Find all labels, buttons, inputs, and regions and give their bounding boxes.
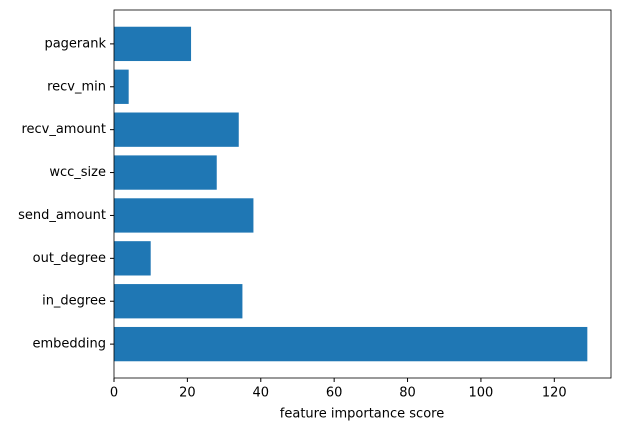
x-tick-label: 80 [399,386,416,401]
y-tick-label: wcc_size [49,165,106,180]
bar [114,284,243,319]
bar [114,241,151,276]
x-tick-label: 20 [179,386,196,401]
y-tick-label: embedding [32,337,106,352]
bar [114,198,254,233]
bar [114,155,217,190]
x-tick-label: 0 [110,386,118,401]
bar [114,26,192,62]
y-tick-label: out_degree [33,251,106,266]
x-tick-label: 60 [326,386,343,401]
y-tick-label: recv_min [47,79,106,94]
x-tick-label: 40 [252,386,269,401]
y-tick-label: pagerank [44,36,106,51]
plot-frame [113,9,612,379]
y-tick-label: recv_amount [21,122,106,137]
x-tick-label: 100 [469,386,494,401]
x-axis-label: feature importance score [280,407,444,422]
x-tick-label: 120 [542,386,567,401]
bar [114,69,129,104]
y-tick-label: in_degree [42,294,106,309]
y-tick-label: send_amount [18,208,106,223]
bar [114,112,239,147]
bar [114,326,588,362]
